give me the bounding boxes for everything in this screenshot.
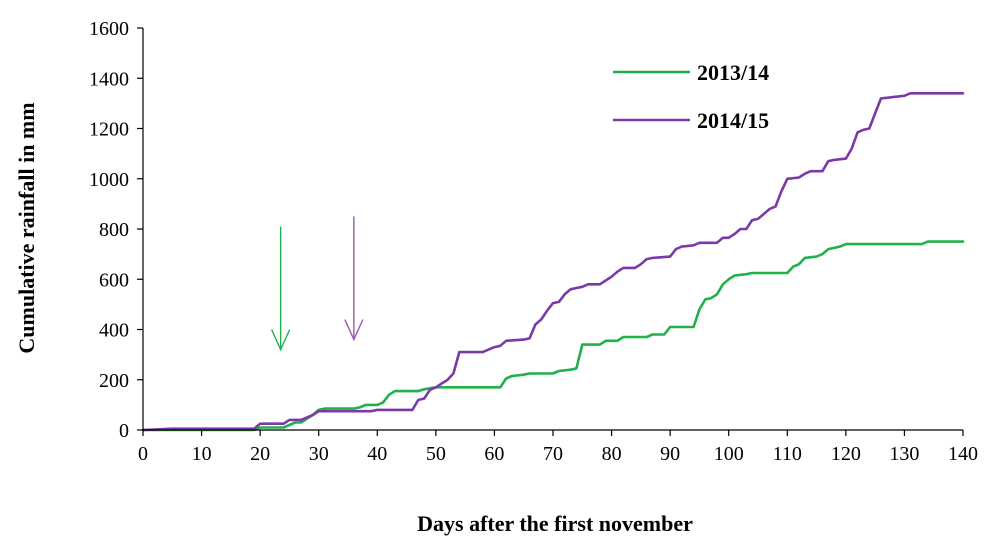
x-tick-label: 140 [948, 443, 978, 465]
y-ticks: 0 200 400 600 800 1000 1200 1400 1600 [89, 18, 143, 442]
legend-label: 2014/15 [697, 108, 769, 133]
arrow-head [344, 319, 364, 342]
annotation-arrow-2 [344, 216, 364, 342]
x-tick-label: 30 [309, 443, 329, 465]
y-tick-label: 1600 [89, 18, 129, 40]
x-tick-label: 20 [250, 443, 270, 465]
legend: 2013/14 2014/15 [613, 60, 769, 133]
y-tick-label: 800 [99, 219, 129, 241]
x-ticks: 0 10 20 30 40 50 60 70 80 90 100 110 120 130 140 [138, 430, 978, 465]
x-tick-label: 50 [426, 443, 446, 465]
x-tick-label: 100 [714, 443, 744, 465]
y-tick-label: 1200 [89, 119, 129, 141]
x-tick-label: 60 [484, 443, 504, 465]
legend-item: 2014/15 [613, 108, 769, 133]
x-tick-label: 70 [543, 443, 563, 465]
x-tick-label: 40 [367, 443, 387, 465]
y-tick-label: 0 [119, 420, 129, 442]
axes: 0 10 20 30 40 50 60 70 80 90 100 110 120 130 140 0 200 4… [89, 18, 978, 465]
x-axis-title: Days after the first november [417, 511, 693, 536]
y-axis-title: Cumulative rainfall in mm [14, 102, 39, 353]
y-tick-label: 1000 [89, 169, 129, 191]
x-tick-label: 80 [602, 443, 622, 465]
x-tick-label: 130 [889, 443, 919, 465]
arrow-head [271, 329, 291, 352]
y-tick-label: 200 [99, 370, 129, 392]
series-line-1 [141, 240, 965, 432]
legend-item: 2013/14 [613, 60, 769, 85]
y-tick-label: 1400 [89, 68, 129, 90]
x-tick-label: 120 [831, 443, 861, 465]
y-tick-label: 600 [99, 269, 129, 291]
y-tick-label: 400 [99, 320, 129, 342]
x-tick-label: 90 [660, 443, 680, 465]
plot-area [141, 92, 965, 432]
series-line-2 [141, 92, 965, 432]
x-tick-label: 10 [192, 443, 212, 465]
x-tick-label: 0 [138, 443, 148, 465]
annotation-arrow-1 [271, 226, 291, 352]
x-tick-label: 110 [773, 443, 802, 465]
legend-label: 2013/14 [697, 60, 769, 85]
